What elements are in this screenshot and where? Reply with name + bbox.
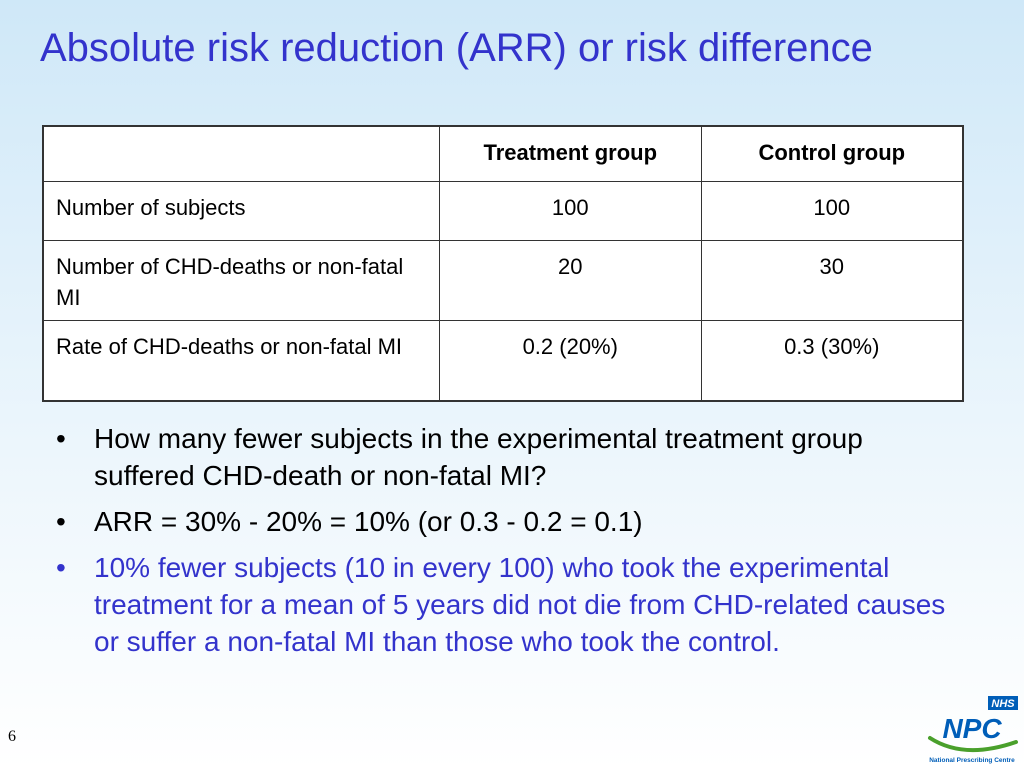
table-row: Rate of CHD-deaths or non-fatal MI 0.2 (… [42, 320, 964, 402]
bullet-item: • How many fewer subjects in the experim… [56, 420, 956, 494]
bullet-item: • ARR = 30% - 20% = 10% (or 0.3 - 0.2 = … [56, 503, 956, 540]
control-value: 100 [700, 181, 964, 241]
bullet-text: How many fewer subjects in the experimen… [94, 423, 863, 491]
row-label: Number of subjects [42, 181, 440, 241]
treatment-value: 100 [438, 181, 702, 241]
treatment-value: 20 [438, 240, 702, 321]
header-control-group: Control group [700, 125, 964, 182]
bullet-marker: • [56, 552, 66, 583]
table-header-row: Treatment group Control group [42, 125, 964, 182]
treatment-value: 0.2 (20%) [438, 320, 702, 402]
npc-logo: NHS NPC National Prescribing Centre [928, 696, 1018, 764]
page-number: 6 [8, 728, 16, 745]
bullet-marker: • [56, 423, 66, 454]
bullet-list: • How many fewer subjects in the experim… [56, 420, 956, 669]
bullet-text: ARR = 30% - 20% = 10% (or 0.3 - 0.2 = 0.… [94, 506, 643, 537]
swoosh-icon [928, 736, 1018, 752]
row-label: Rate of CHD-deaths or non-fatal MI [42, 320, 440, 402]
npc-text: NPC [942, 713, 1002, 744]
control-value: 30 [700, 240, 964, 321]
control-value: 0.3 (30%) [700, 320, 964, 402]
slide-title: Absolute risk reduction (ARR) or risk di… [40, 26, 873, 70]
table-row: Number of subjects 100 100 [42, 181, 964, 241]
bullet-text: 10% fewer subjects (10 in every 100) who… [94, 552, 946, 657]
header-cell-empty [42, 125, 440, 182]
row-label: Number of CHD-deaths or non-fatal MI [42, 240, 440, 321]
risk-table: Treatment group Control group Number of … [42, 125, 964, 402]
table-row: Number of CHD-deaths or non-fatal MI 20 … [42, 240, 964, 321]
bullet-marker: • [56, 506, 66, 537]
bullet-item-highlight: • 10% fewer subjects (10 in every 100) w… [56, 549, 956, 660]
header-treatment-group: Treatment group [438, 125, 702, 182]
nhs-badge [988, 696, 1018, 710]
nhs-text: NHS [991, 698, 1015, 710]
org-text: National Prescribing Centre [929, 757, 1015, 764]
